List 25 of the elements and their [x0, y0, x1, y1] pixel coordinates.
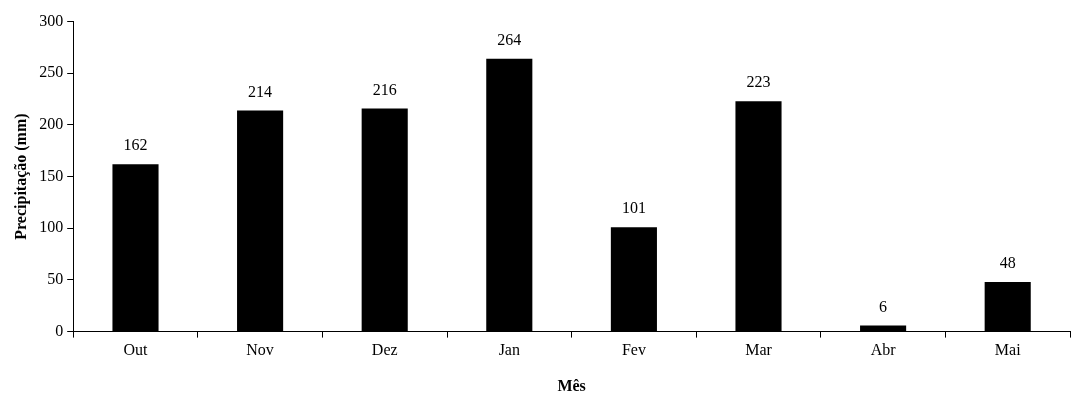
x-axis-title: Mês: [557, 376, 586, 394]
y-tick-label: 250: [39, 63, 64, 81]
data-label: 162: [123, 136, 148, 154]
data-label: 48: [999, 254, 1016, 272]
x-tick-label: Nov: [246, 341, 274, 359]
data-label: 216: [372, 80, 397, 98]
data-label: 264: [497, 31, 522, 48]
y-tick-label: 300: [39, 11, 64, 29]
y-tick-label: 200: [39, 115, 64, 133]
data-label: 101: [621, 199, 646, 217]
x-tick-label: Dez: [371, 341, 398, 359]
data-label: 223: [746, 73, 771, 91]
y-tick-label: 150: [39, 166, 64, 184]
y-tick-label: 50: [47, 270, 64, 288]
x-tick-label: Fev: [621, 341, 646, 359]
y-axis-title: Precipitação (mm): [11, 113, 30, 240]
x-tick-label: Out: [123, 341, 149, 359]
y-tick-label: 100: [39, 218, 64, 236]
x-tick-label: Mar: [745, 341, 773, 359]
x-tick-label: Jan: [498, 341, 520, 359]
x-tick-label: Mai: [994, 341, 1022, 359]
x-tick-label: Abr: [870, 341, 897, 359]
data-label: 6: [879, 297, 888, 315]
y-tick-label: 0: [55, 321, 64, 339]
data-label: 214: [248, 82, 273, 100]
